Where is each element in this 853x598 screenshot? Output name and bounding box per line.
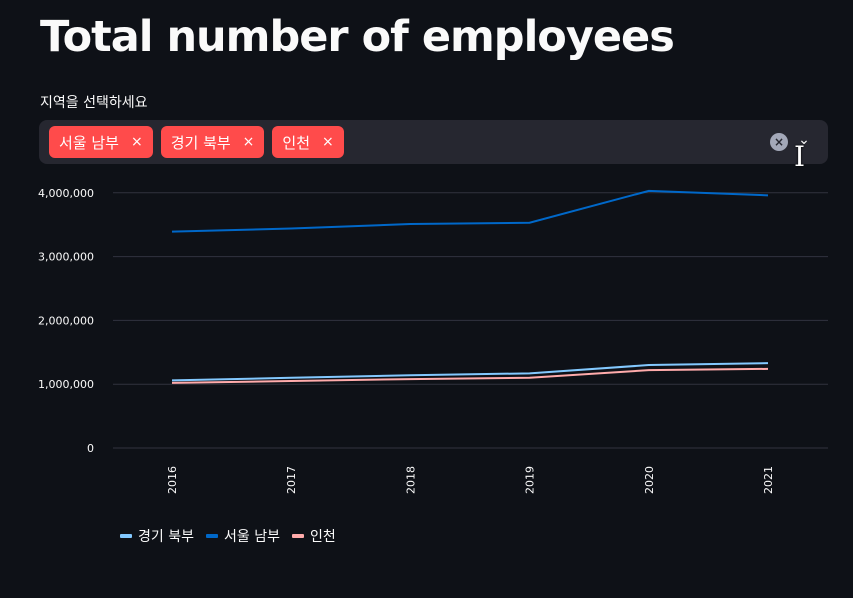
legend-label: 서울 남부 <box>223 529 280 545</box>
chip-remove-icon[interactable]: × <box>322 134 334 150</box>
chevron-down-icon[interactable]: ⌄ <box>798 132 810 148</box>
legend-item: 서울 남부 <box>205 526 280 546</box>
chip-gyeonggi-north[interactable]: 경기 북부 × <box>160 126 265 158</box>
chip-label: 인천 <box>282 133 311 152</box>
x-tick-label: 2018 <box>404 466 417 494</box>
y-tick-label: 2,000,000 <box>38 314 94 327</box>
series-line <box>171 189 769 233</box>
x-tick-label: 2019 <box>524 466 537 494</box>
clear-all-icon[interactable]: × <box>770 133 788 151</box>
y-tick-label: 4,000,000 <box>38 187 94 200</box>
x-tick-label: 2016 <box>166 466 179 494</box>
text-cursor-icon: I <box>794 140 806 173</box>
page-title: Total number of employees <box>40 12 675 62</box>
selected-chips: 서울 남부 × 경기 북부 × 인천 × <box>49 126 344 158</box>
legend-label: 인천 <box>309 529 336 545</box>
chip-incheon[interactable]: 인천 × <box>272 126 344 158</box>
chip-label: 경기 북부 <box>170 133 231 152</box>
chip-label: 서울 남부 <box>59 133 119 152</box>
y-tick-label: 0 <box>87 442 94 455</box>
legend-swatch <box>291 534 304 538</box>
x-tick-label: 2020 <box>643 466 656 494</box>
chip-seoul-south[interactable]: 서울 남부 × <box>49 126 153 158</box>
series-line <box>171 367 769 384</box>
y-tick-label: 3,000,000 <box>38 251 94 264</box>
legend-label: 경기 북부 <box>138 529 194 545</box>
y-tick-label: 1,000,000 <box>38 378 94 391</box>
legend-item: 경기 북부 <box>120 526 194 546</box>
x-tick-label: 2017 <box>285 466 298 494</box>
legend-swatch <box>205 534 218 538</box>
x-tick-label: 2021 <box>762 466 775 494</box>
legend-swatch <box>120 534 132 538</box>
series-line <box>171 362 769 382</box>
chip-remove-icon[interactable]: × <box>130 134 143 150</box>
region-multiselect[interactable]: 서울 남부 × 경기 북부 × 인천 × × ⌄ <box>39 120 828 164</box>
employees-line-chart: 0 1,000,000 2,000,000 3,000,000 4,000,000 201… <box>38 187 828 494</box>
chip-remove-icon[interactable]: × <box>242 134 255 150</box>
legend-item: 인천 <box>291 526 336 546</box>
chart-legend: 경기 북부 서울 남부 인천 <box>120 526 336 546</box>
region-select-label: 지역을 선택하세요 <box>40 95 148 111</box>
